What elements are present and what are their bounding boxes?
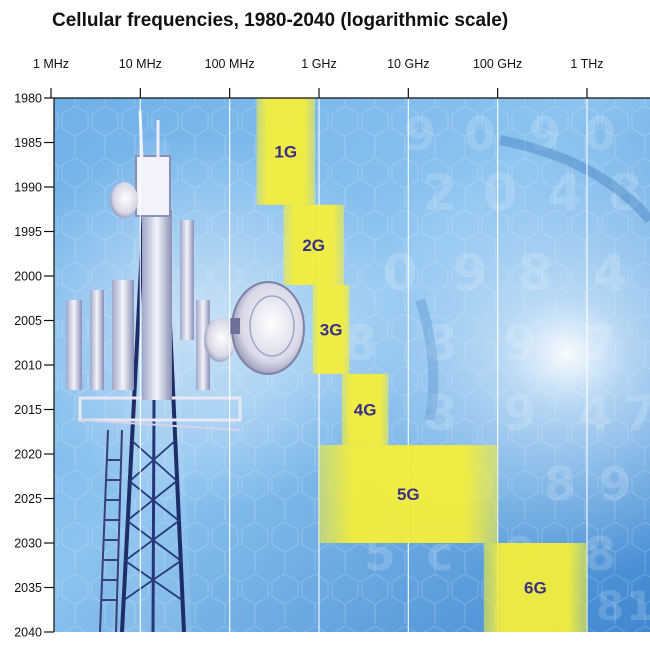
background-numeral: 9 [453,244,488,302]
band-1G [256,98,315,205]
background-numeral: 9 [529,107,561,161]
y-tick-label: 2025 [14,492,42,506]
band-label-2G: 2G [302,236,325,255]
band-6G [483,543,587,632]
band-4G [341,373,389,446]
tower-illustration [66,109,305,633]
band-label-4G: 4G [354,401,377,420]
y-tick-label: 1980 [14,92,42,106]
background-numeral: 8 [423,316,456,372]
x-tick-label: 1 THz [570,57,603,71]
band-label-5G: 5G [397,485,420,504]
frequency-bands [256,98,587,632]
band-2G [283,204,344,285]
background-numeral: 8 [423,386,456,442]
y-tick-label: 1995 [14,225,42,239]
background-numeral: 7 [583,316,616,372]
background-numeral: 4 [578,386,611,442]
band-label-1G: 1G [274,142,297,161]
y-tick-label: 1990 [14,181,42,195]
y-tick-label: 2005 [14,314,42,328]
y-axis-ticks: 1980 1985 1990 1995 2000 2005 2010 2015 2020 2025… [14,92,54,640]
band-label-3G: 3G [320,320,343,339]
x-tick-label: 100 MHz [205,57,255,71]
background-numeral: 1 [626,584,650,630]
y-tick-label: 2035 [14,581,42,595]
background-numeral: 9 [503,386,536,442]
background-numeral: 2 [423,164,458,222]
y-tick-label: 1985 [14,136,42,150]
chart-title: Cellular frequencies, 1980-2040 (logarit… [52,10,508,31]
background-numeral: 8 [544,457,576,511]
y-tick-label: 2000 [14,270,42,284]
band-label-6G: 6G [524,579,547,598]
y-tick-label: 2030 [14,537,42,551]
x-tick-label: 10 MHz [119,57,162,71]
background-numeral: 0 [584,107,616,161]
y-tick-label: 2020 [14,448,42,462]
band-3G [312,284,350,374]
x-tick-label: 10 GHz [387,57,429,71]
y-tick-label: 2010 [14,359,42,373]
background-numeral: 8 [518,244,553,302]
band-labels: 1G 2G 3G 4G 5G 6G [274,142,546,597]
background-numeral: 8 [584,527,616,581]
background-numeral: 8 [596,584,624,630]
x-tick-label: 1 MHz [33,57,69,71]
background-numeral: 9 [503,316,536,372]
background-numeral: 9 [599,457,631,511]
y-tick-label: 2040 [14,626,42,640]
x-axis-ticks: 1 MHz 10 MHz 100 MHz 1 GHz 10 GHz 100 GHz 1 TH… [33,57,604,98]
background-numeral: 8 [608,164,643,222]
background-numeral: 4 [593,244,628,302]
y-tick-label: 2015 [14,403,42,417]
background-numeral: 7 [623,386,650,442]
background-numeral: 9 [404,107,436,161]
background-numeral: 4 [548,164,583,222]
background-numeral: 0 [383,244,418,302]
background-numeral: 0 [483,164,518,222]
x-tick-label: 1 GHz [301,57,336,71]
background-numeral: 0 [464,107,496,161]
x-tick-label: 100 GHz [473,57,522,71]
background-numerals: 9090204809848897089470895c08181 [343,107,650,630]
band-5G [318,445,498,543]
